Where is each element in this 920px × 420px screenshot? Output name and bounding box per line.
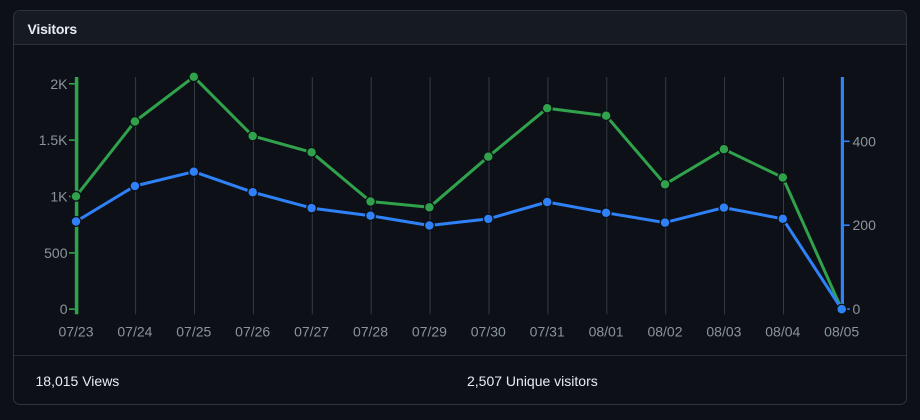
svg-text:500: 500 (44, 245, 68, 261)
svg-text:08/02: 08/02 (647, 324, 682, 340)
svg-text:07/23: 07/23 (58, 324, 93, 340)
svg-text:08/03: 08/03 (706, 324, 741, 340)
svg-text:07/28: 07/28 (353, 324, 388, 340)
svg-text:1K: 1K (50, 189, 68, 205)
svg-text:07/31: 07/31 (530, 324, 565, 340)
svg-text:08/05: 08/05 (824, 324, 859, 340)
svg-text:07/29: 07/29 (412, 324, 447, 340)
svg-text:08/01: 08/01 (589, 324, 624, 340)
svg-text:07/25: 07/25 (176, 324, 211, 340)
svg-text:07/26: 07/26 (235, 324, 270, 340)
svg-text:2K: 2K (50, 76, 68, 92)
svg-text:400: 400 (853, 133, 877, 149)
svg-text:08/04: 08/04 (765, 324, 800, 340)
svg-text:0: 0 (853, 301, 861, 317)
svg-text:0: 0 (60, 301, 68, 317)
svg-text:07/27: 07/27 (294, 324, 329, 340)
svg-text:1.5K: 1.5K (39, 132, 68, 148)
svg-text:07/24: 07/24 (117, 324, 152, 340)
svg-text:200: 200 (853, 217, 877, 233)
svg-text:07/30: 07/30 (471, 324, 506, 340)
